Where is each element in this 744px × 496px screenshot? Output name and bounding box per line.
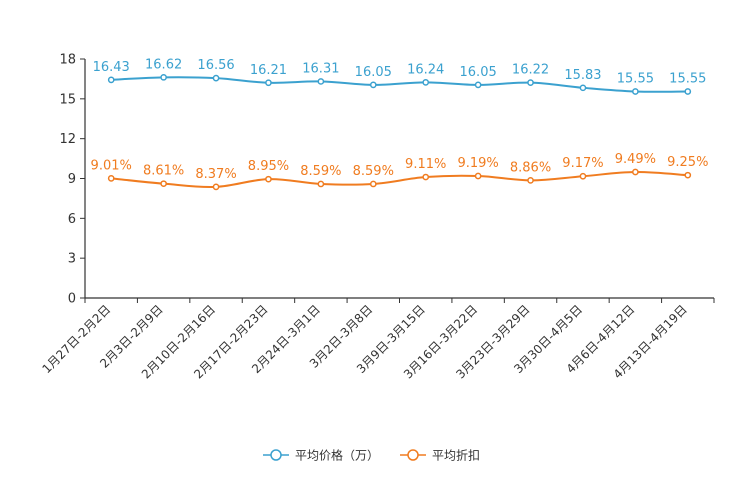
data-label: 15.55 bbox=[617, 72, 654, 87]
data-label: 16.05 bbox=[355, 65, 392, 80]
y-tick-label: 15 bbox=[59, 92, 76, 107]
data-label: 9.11% bbox=[405, 157, 446, 172]
legend-label: 平均折扣 bbox=[432, 448, 480, 463]
data-label: 8.59% bbox=[353, 164, 394, 179]
data-point bbox=[474, 172, 482, 180]
data-label: 8.95% bbox=[248, 159, 289, 174]
data-point bbox=[422, 79, 430, 86]
data-label: 16.22 bbox=[512, 63, 549, 78]
y-tick-label: 0 bbox=[68, 292, 76, 307]
data-point bbox=[632, 88, 639, 95]
data-label: 16.05 bbox=[460, 65, 497, 80]
data-label: 16.21 bbox=[250, 63, 287, 78]
data-point bbox=[684, 171, 692, 179]
data-point bbox=[160, 180, 167, 188]
data-point bbox=[579, 172, 587, 180]
data-point bbox=[422, 173, 430, 181]
data-point bbox=[212, 183, 220, 191]
data-point bbox=[369, 180, 377, 188]
data-label: 8.37% bbox=[195, 167, 236, 182]
data-point bbox=[684, 88, 692, 95]
y-tick-label: 18 bbox=[59, 53, 76, 68]
y-tick-label: 3 bbox=[68, 252, 76, 267]
series-line-1 bbox=[111, 76, 688, 93]
data-label: 16.31 bbox=[302, 61, 339, 76]
data-point bbox=[369, 81, 377, 89]
data-label: 9.49% bbox=[615, 152, 656, 167]
data-label: 16.62 bbox=[145, 57, 182, 72]
data-label: 16.43 bbox=[93, 60, 130, 75]
data-label: 16.24 bbox=[407, 62, 444, 77]
data-label: 9.17% bbox=[562, 156, 603, 171]
data-label: 9.19% bbox=[457, 156, 498, 171]
data-point bbox=[474, 81, 482, 89]
data-point bbox=[527, 177, 534, 184]
data-point bbox=[317, 180, 325, 188]
data-point bbox=[317, 78, 325, 85]
data-label: 8.59% bbox=[300, 164, 341, 179]
y-tick-label: 6 bbox=[68, 212, 76, 227]
data-point bbox=[212, 74, 220, 82]
data-point bbox=[632, 168, 639, 176]
data-label: 16.56 bbox=[197, 58, 234, 73]
data-point bbox=[265, 79, 272, 87]
data-point bbox=[107, 76, 115, 84]
data-point bbox=[160, 73, 167, 81]
data-label: 9.25% bbox=[667, 155, 708, 170]
legend-marker bbox=[270, 449, 282, 461]
y-tick-label: 9 bbox=[68, 172, 76, 187]
data-point bbox=[265, 175, 272, 183]
data-point bbox=[527, 79, 534, 86]
data-label: 15.55 bbox=[669, 72, 706, 87]
legend-label: 平均价格（万） bbox=[295, 448, 379, 463]
data-label: 8.61% bbox=[143, 164, 184, 179]
series-line-2 bbox=[111, 170, 688, 189]
data-point bbox=[579, 84, 587, 92]
y-tick-label: 12 bbox=[59, 132, 76, 147]
data-label: 8.86% bbox=[510, 160, 551, 175]
legend-marker bbox=[407, 449, 419, 461]
data-label: 15.83 bbox=[564, 68, 601, 83]
data-label: 9.01% bbox=[91, 158, 132, 173]
data-point bbox=[107, 175, 115, 182]
